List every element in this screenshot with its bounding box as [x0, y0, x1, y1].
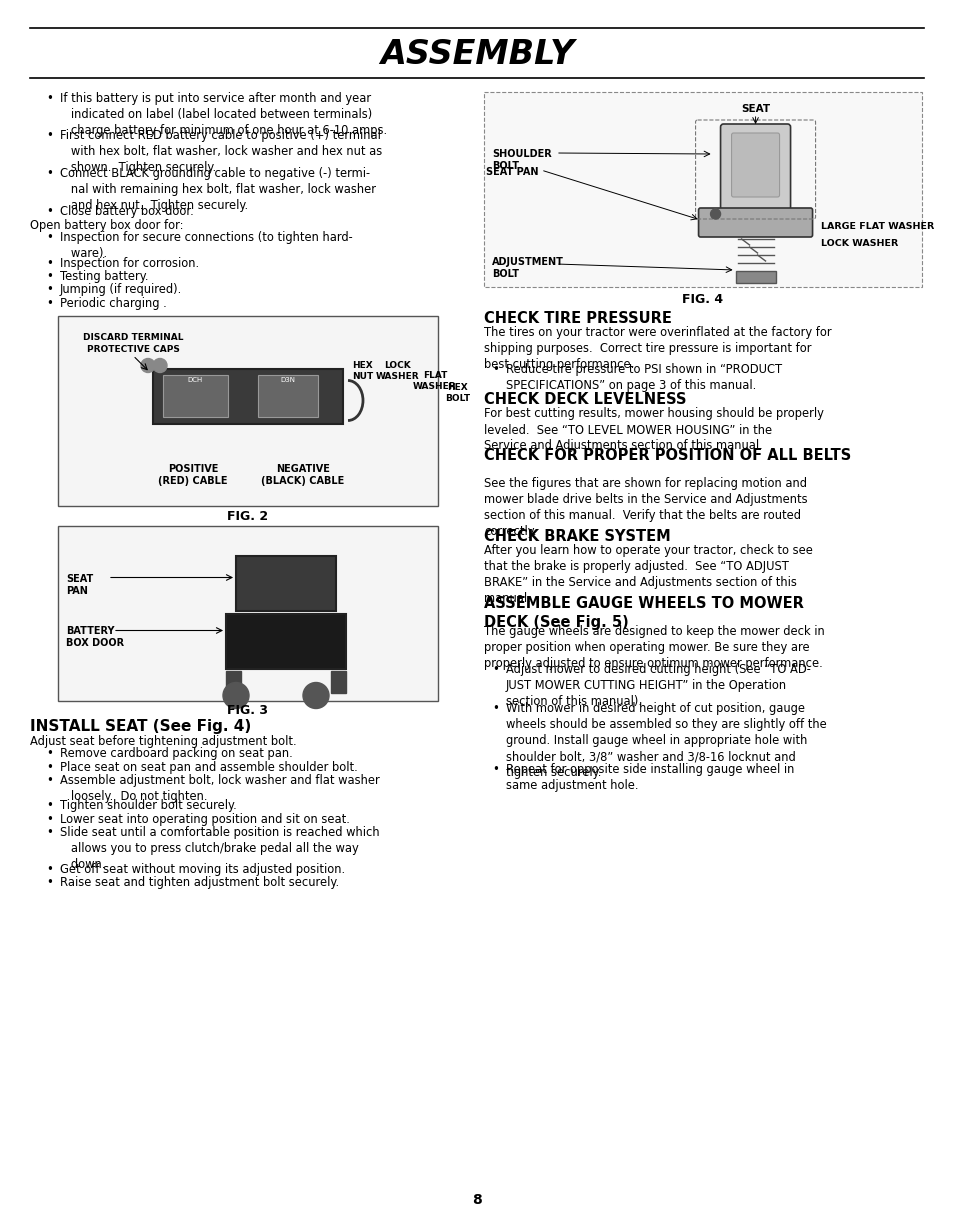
- Text: FIG. 3: FIG. 3: [227, 705, 268, 718]
- Text: SHOULDER
BOLT: SHOULDER BOLT: [492, 149, 551, 171]
- Bar: [257, 375, 317, 416]
- Bar: [226, 671, 241, 693]
- Text: Periodic charging .: Periodic charging .: [60, 297, 167, 311]
- Bar: [235, 556, 335, 610]
- Text: For best cutting results, mower housing should be properly
leveled.  See “TO LEV: For best cutting results, mower housing …: [483, 408, 823, 452]
- Text: Raise seat and tighten adjustment bolt securely.: Raise seat and tighten adjustment bolt s…: [60, 876, 338, 889]
- Text: •: •: [46, 205, 52, 217]
- Text: LARGE FLAT WASHER: LARGE FLAT WASHER: [820, 222, 933, 230]
- Text: NEGATIVE
(BLACK) CABLE: NEGATIVE (BLACK) CABLE: [261, 463, 344, 486]
- Text: Close battery box door.: Close battery box door.: [60, 205, 193, 217]
- Bar: [735, 270, 775, 283]
- Text: •: •: [46, 297, 52, 311]
- Text: LOCK WASHER: LOCK WASHER: [820, 239, 897, 247]
- Text: •: •: [46, 92, 52, 106]
- Text: DCH: DCH: [188, 376, 203, 382]
- Text: •: •: [46, 284, 52, 296]
- Text: Connect BLACK grounding cable to negative (-) termi-
   nal with remaining hex b: Connect BLACK grounding cable to negativ…: [60, 167, 375, 212]
- FancyBboxPatch shape: [731, 133, 779, 197]
- Text: If this battery is put into service after month and year
   indicated on label (: If this battery is put into service afte…: [60, 92, 387, 137]
- Text: •: •: [46, 270, 52, 283]
- Text: ASSEMBLE GAUGE WHEELS TO MOWER
DECK (See Fig. 5): ASSEMBLE GAUGE WHEELS TO MOWER DECK (See…: [483, 596, 803, 630]
- Text: •: •: [46, 167, 52, 180]
- Text: Assemble adjustment bolt, lock washer and flat washer
   loosely.  Do not tighte: Assemble adjustment bolt, lock washer an…: [60, 774, 379, 803]
- Bar: [58, 315, 437, 506]
- Text: D3N: D3N: [280, 376, 295, 382]
- Text: •: •: [46, 813, 52, 826]
- Text: FIG. 2: FIG. 2: [227, 509, 269, 523]
- Text: Inspection for secure connections (to tighten hard-
   ware).: Inspection for secure connections (to ti…: [60, 232, 353, 261]
- Bar: [483, 92, 921, 287]
- Text: HEX
BOLT: HEX BOLT: [445, 382, 470, 403]
- Text: •: •: [492, 363, 498, 376]
- Text: •: •: [46, 876, 52, 889]
- Text: After you learn how to operate your tractor, check to see
that the brake is prop: After you learn how to operate your trac…: [483, 543, 812, 605]
- Text: •: •: [492, 702, 498, 714]
- Circle shape: [710, 209, 720, 220]
- Text: See the figures that are shown for replacing motion and
mower blade drive belts : See the figures that are shown for repla…: [483, 477, 807, 539]
- Text: Testing battery.: Testing battery.: [60, 270, 149, 283]
- Text: HEX
NUT: HEX NUT: [352, 360, 374, 381]
- Text: Open battery box door for:: Open battery box door for:: [30, 220, 183, 232]
- Text: CHECK BRAKE SYSTEM: CHECK BRAKE SYSTEM: [483, 529, 670, 543]
- Text: CHECK TIRE PRESSURE: CHECK TIRE PRESSURE: [483, 311, 671, 326]
- Bar: [58, 525, 437, 700]
- Text: •: •: [46, 799, 52, 811]
- Text: SEAT
PAN: SEAT PAN: [66, 574, 93, 596]
- Text: With mower in desired height of cut position, gauge
wheels should be assembled s: With mower in desired height of cut posi…: [505, 702, 826, 779]
- Text: SEAT PAN: SEAT PAN: [486, 167, 538, 177]
- Circle shape: [141, 359, 154, 372]
- Bar: [226, 614, 346, 668]
- Text: Place seat on seat pan and assemble shoulder bolt.: Place seat on seat pan and assemble shou…: [60, 761, 357, 774]
- Text: Get off seat without moving its adjusted position.: Get off seat without moving its adjusted…: [60, 862, 345, 876]
- Text: •: •: [46, 862, 52, 876]
- Text: Adjust seat before tightening adjustment bolt.: Adjust seat before tightening adjustment…: [30, 735, 296, 747]
- Text: POSITIVE
(RED) CABLE: POSITIVE (RED) CABLE: [158, 463, 228, 486]
- Text: Tighten shoulder bolt securely.: Tighten shoulder bolt securely.: [60, 799, 236, 811]
- Text: CHECK DECK LEVELNESS: CHECK DECK LEVELNESS: [483, 393, 686, 408]
- Text: Remove cardboard packing on seat pan.: Remove cardboard packing on seat pan.: [60, 747, 293, 761]
- Text: Adjust mower to desired cutting height (See “TO AD-
JUST MOWER CUTTING HEIGHT” i: Adjust mower to desired cutting height (…: [505, 664, 810, 708]
- Text: 8: 8: [472, 1194, 481, 1207]
- Text: Repeat for opposite side installing gauge wheel in
same adjustment hole.: Repeat for opposite side installing gaug…: [505, 763, 794, 792]
- Text: SEAT: SEAT: [740, 104, 769, 114]
- Text: •: •: [46, 130, 52, 142]
- Text: Inspection for corrosion.: Inspection for corrosion.: [60, 256, 199, 269]
- FancyBboxPatch shape: [698, 207, 812, 237]
- Circle shape: [223, 683, 249, 708]
- Text: FIG. 4: FIG. 4: [681, 294, 722, 306]
- Text: INSTALL SEAT (See Fig. 4): INSTALL SEAT (See Fig. 4): [30, 718, 251, 734]
- Text: •: •: [46, 826, 52, 839]
- Bar: [152, 369, 343, 423]
- Text: The gauge wheels are designed to keep the mower deck in
proper position when ope: The gauge wheels are designed to keep th…: [483, 625, 824, 670]
- Text: Jumping (if required).: Jumping (if required).: [60, 284, 182, 296]
- Text: •: •: [46, 232, 52, 245]
- Text: First connect RED battery cable to positive (+) terminal
   with hex bolt, flat : First connect RED battery cable to posit…: [60, 130, 382, 175]
- Text: •: •: [492, 664, 498, 677]
- Bar: [163, 375, 228, 416]
- Text: The tires on your tractor were overinflated at the factory for
shipping purposes: The tires on your tractor were overinfla…: [483, 326, 831, 371]
- Text: LOCK
WASHER: LOCK WASHER: [375, 360, 419, 381]
- Text: Slide seat until a comfortable position is reached which
   allows you to press : Slide seat until a comfortable position …: [60, 826, 379, 871]
- Text: CHECK FOR PROPER POSITION OF ALL BELTS: CHECK FOR PROPER POSITION OF ALL BELTS: [483, 448, 850, 463]
- Circle shape: [303, 683, 329, 708]
- Text: DISCARD TERMINAL
PROTECTIVE CAPS: DISCARD TERMINAL PROTECTIVE CAPS: [83, 334, 183, 354]
- Text: •: •: [46, 774, 52, 787]
- Text: •: •: [46, 761, 52, 774]
- Text: FLAT
WASHER: FLAT WASHER: [413, 370, 456, 391]
- FancyBboxPatch shape: [720, 124, 790, 210]
- Text: BATTERY
BOX DOOR: BATTERY BOX DOOR: [66, 626, 124, 648]
- Text: •: •: [46, 256, 52, 269]
- Text: Lower seat into operating position and sit on seat.: Lower seat into operating position and s…: [60, 813, 350, 826]
- Circle shape: [152, 359, 167, 372]
- Text: Reduce tire pressure to PSI shown in “PRODUCT
SPECIFICATIONS” on page 3 of this : Reduce tire pressure to PSI shown in “PR…: [505, 363, 781, 392]
- Text: •: •: [492, 763, 498, 776]
- Text: ASSEMBLY: ASSEMBLY: [379, 39, 574, 72]
- Text: •: •: [46, 747, 52, 761]
- Text: ADJUSTMENT
BOLT: ADJUSTMENT BOLT: [492, 257, 563, 279]
- Bar: [331, 671, 346, 693]
